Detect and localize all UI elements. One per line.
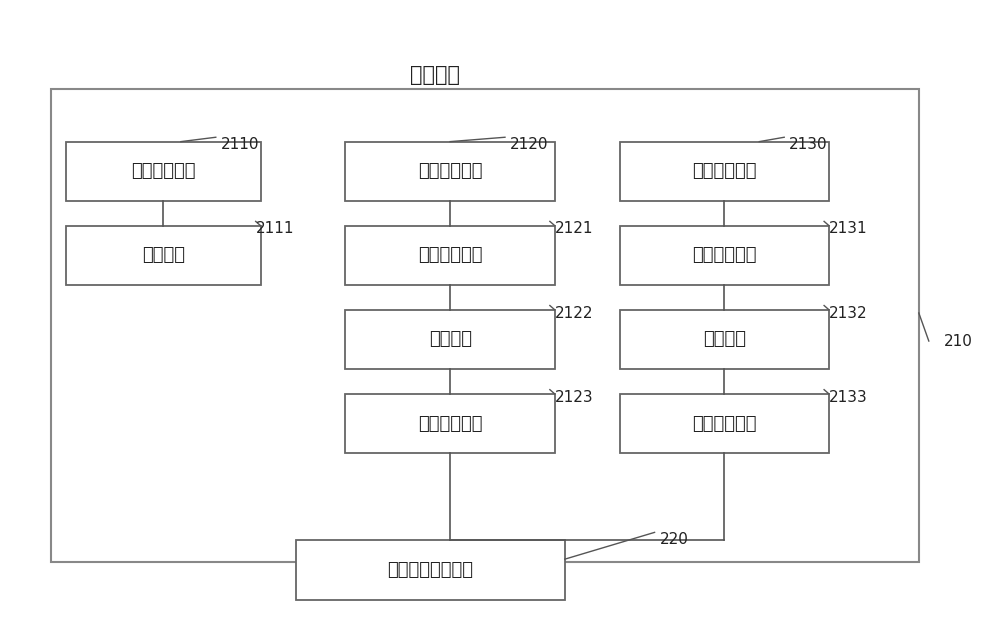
Text: 排序单元: 排序单元 (703, 331, 746, 349)
Text: 210: 210 (944, 334, 973, 349)
Bar (66, 141, 261, 201)
Text: 第一接收单元: 第一接收单元 (131, 162, 196, 180)
Text: 2122: 2122 (555, 305, 593, 321)
Text: 2123: 2123 (555, 389, 593, 404)
Text: 小区类型确认模块: 小区类型确认模块 (387, 561, 473, 579)
Text: 2131: 2131 (829, 222, 868, 237)
Bar (296, 540, 565, 600)
Bar (66, 226, 261, 285)
Text: 第二接收单元: 第二接收单元 (418, 162, 482, 180)
Text: 2120: 2120 (510, 137, 548, 152)
Bar (345, 226, 555, 285)
Text: 第二设定单元: 第二设定单元 (692, 414, 757, 433)
Text: 第一计算单元: 第一计算单元 (418, 247, 482, 264)
Text: 判断单元: 判断单元 (142, 247, 185, 264)
Text: 第一设定单元: 第一设定单元 (418, 414, 482, 433)
Bar (620, 394, 829, 453)
Bar (51, 89, 919, 562)
Bar (620, 226, 829, 285)
Text: 2121: 2121 (555, 222, 593, 237)
Bar (620, 141, 829, 201)
Text: 第二计算单元: 第二计算单元 (692, 247, 757, 264)
Text: 220: 220 (660, 532, 688, 547)
Bar (620, 310, 829, 369)
Text: 第三接收单元: 第三接收单元 (692, 162, 757, 180)
Bar (345, 141, 555, 201)
Bar (345, 310, 555, 369)
Text: 2130: 2130 (789, 137, 828, 152)
Text: 获取模块: 获取模块 (410, 65, 460, 85)
Text: 2111: 2111 (256, 222, 294, 237)
Text: 2110: 2110 (221, 137, 259, 152)
Text: 2133: 2133 (829, 389, 868, 404)
Text: 提取单元: 提取单元 (429, 331, 472, 349)
Text: 2132: 2132 (829, 305, 868, 321)
Bar (345, 394, 555, 453)
